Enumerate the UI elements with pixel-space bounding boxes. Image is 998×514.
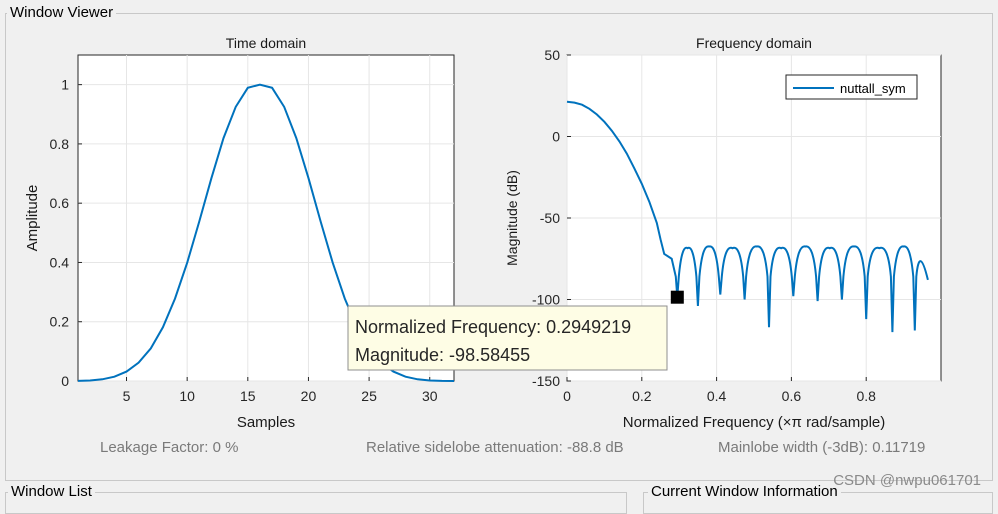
time-domain-ticks: 5 10 15 20 25 30 0 0.2 0.4 0.6 0.8 1 <box>50 77 438 404</box>
legend[interactable]: nuttall_sym <box>785 74 918 100</box>
frequency-domain-ylabel: Magnitude (dB) <box>504 170 520 266</box>
fd-xtick-label: 0 <box>563 388 571 404</box>
td-xtick-label: 10 <box>179 388 195 404</box>
frequency-domain-plot[interactable]: 0 0.2 0.4 0.6 0.8 50 0 -50 -100 -150 Frequency do… <box>504 35 942 431</box>
frequency-domain-series-line <box>566 100 929 333</box>
td-xtick-label: 30 <box>422 388 438 404</box>
fd-xtick-label: 0.6 <box>782 388 802 404</box>
td-xtick-label: 25 <box>361 388 377 404</box>
watermark: CSDN @nwpu061701 <box>833 472 981 489</box>
fd-ytick-label: -150 <box>532 373 560 389</box>
frequency-domain-title: Frequency domain <box>696 35 812 51</box>
td-xtick-label: 20 <box>301 388 317 404</box>
time-domain-xlabel: Samples <box>237 414 295 431</box>
frequency-domain-xlabel: Normalized Frequency (×π rad/sample) <box>623 414 886 431</box>
time-domain-ylabel: Amplitude <box>24 185 41 252</box>
window-list-panel <box>5 492 627 514</box>
td-ytick-label: 0.6 <box>50 195 70 211</box>
td-ytick-label: 0.2 <box>50 314 70 330</box>
mainlobe-width-readout: Mainlobe width (-3dB): 0.11719 <box>718 439 926 456</box>
datatip-box <box>347 305 668 371</box>
window-list-title: Window List <box>8 483 95 500</box>
sidelobe-attenuation-readout: Relative sidelobe attenuation: -88.8 dB <box>366 439 624 456</box>
td-ytick-label: 0.4 <box>50 254 70 270</box>
window-viewer-panel <box>5 13 993 481</box>
leakage-factor-readout: Leakage Factor: 0 % <box>100 439 239 456</box>
td-ytick-label: 0 <box>61 373 69 389</box>
td-xtick-label: 5 <box>123 388 131 404</box>
fd-ytick-label: 50 <box>544 47 560 63</box>
fd-xtick-label: 0.4 <box>707 388 727 404</box>
fd-ytick-label: -100 <box>532 292 560 308</box>
datatip[interactable]: Normalized Frequency: 0.2949219 Magnitud… <box>347 305 668 371</box>
fd-xtick-label: 0.2 <box>632 388 652 404</box>
fd-ytick-label: 0 <box>552 129 560 145</box>
frequency-domain-ticks: 0 0.2 0.4 0.6 0.8 50 0 -50 -100 -150 <box>532 47 876 404</box>
window-viewer-title: Window Viewer <box>7 4 117 21</box>
td-ytick-label: 1 <box>61 77 69 93</box>
time-domain-title: Time domain <box>226 35 306 51</box>
td-ytick-label: 0.8 <box>50 136 70 152</box>
time-domain-plot[interactable]: 5 10 15 20 25 30 0 0.2 0.4 0.6 0.8 1 Time domain Sa… <box>24 35 455 431</box>
datatip-line-2: Magnitude: -98.58455 <box>355 345 530 365</box>
fd-xtick-label: 0.8 <box>856 388 876 404</box>
legend-label: nuttall_sym <box>840 81 906 96</box>
charts-area: 5 10 15 20 25 30 0 0.2 0.4 0.6 0.8 1 Time domain Sa… <box>24 35 942 431</box>
td-xtick-label: 15 <box>240 388 256 404</box>
fd-ytick-label: -50 <box>540 210 560 226</box>
datatip-line-1: Normalized Frequency: 0.2949219 <box>355 317 631 337</box>
datatip-marker[interactable] <box>670 290 684 304</box>
current-window-info-title: Current Window Information <box>648 483 841 500</box>
